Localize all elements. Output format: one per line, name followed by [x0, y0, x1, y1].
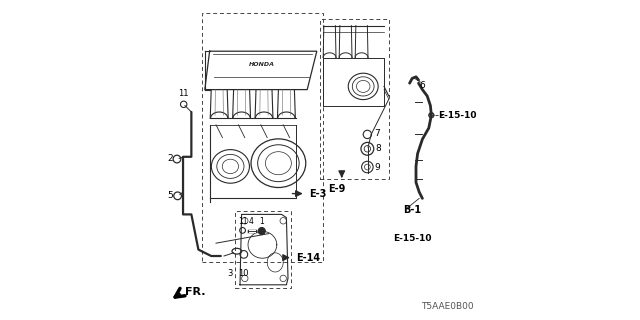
Text: 7: 7	[374, 129, 380, 138]
Text: T5AAE0B00: T5AAE0B00	[421, 302, 474, 311]
Text: 1: 1	[259, 217, 264, 226]
Bar	[236, 211, 291, 288]
Text: E-15-10: E-15-10	[438, 111, 477, 120]
Text: 5: 5	[167, 191, 173, 200]
Text: 11: 11	[178, 89, 188, 98]
Text: FR.: FR.	[184, 287, 205, 297]
Text: 11: 11	[238, 217, 247, 226]
Text: E-9: E-9	[328, 184, 346, 194]
Text: E-14: E-14	[296, 252, 320, 263]
Text: B-1: B-1	[403, 204, 421, 215]
Bar	[202, 13, 323, 262]
Text: 3: 3	[227, 269, 232, 278]
Circle shape	[259, 228, 265, 235]
Text: E-15-10: E-15-10	[394, 234, 432, 243]
Bar	[320, 19, 388, 179]
Text: 9: 9	[374, 163, 380, 172]
Text: 6: 6	[420, 81, 425, 90]
Text: 8: 8	[375, 144, 381, 153]
Text: 2: 2	[167, 154, 173, 163]
Text: 4: 4	[249, 217, 253, 226]
Text: E-3: E-3	[309, 188, 326, 199]
Text: HONDA: HONDA	[249, 61, 275, 67]
Text: 10: 10	[239, 269, 249, 278]
